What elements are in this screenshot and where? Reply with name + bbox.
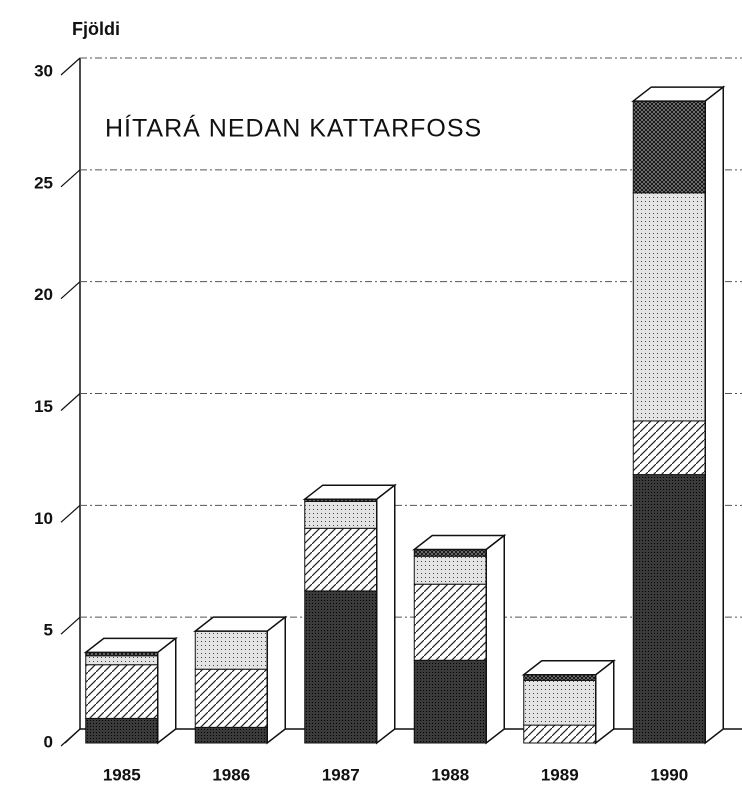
y-tick-label: 5	[44, 621, 53, 640]
bar-segment	[523, 674, 597, 681]
x-tick-label: 1987	[322, 765, 360, 784]
tick-mark	[60, 57, 81, 76]
annotation: HÍTARÁ NEDAN KATTARFOSS	[105, 114, 482, 143]
bar-segment	[304, 500, 378, 529]
tick-mark	[60, 169, 81, 188]
bar-segment	[194, 630, 268, 670]
y-tick-label: 20	[34, 285, 53, 304]
bar-segment	[523, 679, 597, 726]
tick-mark	[60, 728, 81, 747]
bar-segment	[85, 664, 159, 719]
x-tick-label: 1989	[541, 765, 579, 784]
x-tick-label: 1985	[103, 765, 141, 784]
bar-side	[704, 85, 724, 745]
bar-segment	[85, 717, 159, 744]
tick-mark	[60, 504, 81, 523]
bar-segment	[523, 724, 597, 744]
y-tick-label: 25	[34, 173, 53, 192]
bar-segment	[304, 527, 378, 592]
y-axis-label: Fjöldi	[72, 19, 120, 39]
bar-segment	[632, 474, 706, 744]
bar-segment	[304, 590, 378, 744]
bar-side	[595, 659, 615, 745]
bar-segment	[413, 583, 487, 661]
y-tick-label: 15	[34, 397, 53, 416]
x-tick-label: 1988	[431, 765, 469, 784]
y-tick-label: 30	[34, 61, 53, 80]
tick-mark	[60, 393, 81, 411]
bar-segment	[194, 668, 268, 728]
bar-segment	[632, 100, 706, 194]
bar-segment	[632, 420, 706, 476]
bar-side	[376, 483, 396, 745]
y-tick-label: 0	[44, 732, 53, 751]
bar-segment	[413, 555, 487, 585]
bar-segment	[413, 549, 487, 557]
bar-side	[485, 533, 505, 745]
x-tick-label: 1986	[212, 765, 250, 784]
tick-mark	[60, 616, 81, 635]
bar-side	[157, 636, 177, 745]
tick-mark	[60, 281, 81, 300]
bar-segment	[85, 655, 159, 666]
bar-segment	[632, 192, 706, 422]
bar-side	[266, 615, 286, 745]
x-tick-label: 1990	[650, 765, 688, 784]
y-tick-label: 10	[34, 509, 53, 528]
bar-segment	[413, 659, 487, 744]
bar-segment	[194, 726, 268, 744]
